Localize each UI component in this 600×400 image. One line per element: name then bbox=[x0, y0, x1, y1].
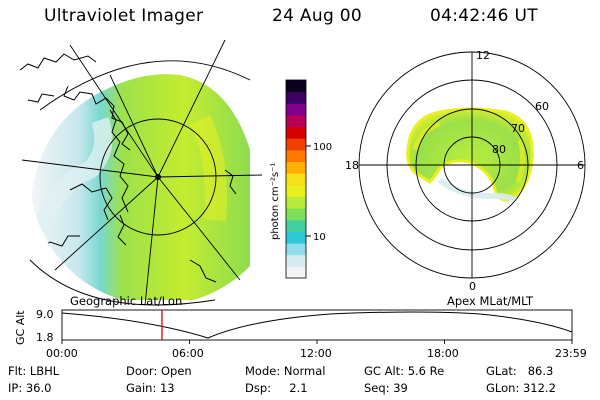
colorbar-unit: photon cm⁻²s⁻¹ bbox=[270, 163, 281, 240]
colorbar-cell bbox=[286, 138, 306, 151]
mlt-label-6: 6 bbox=[577, 159, 584, 172]
colorbar-cell bbox=[286, 184, 306, 197]
instrument-title: Ultraviolet Imager bbox=[44, 6, 204, 26]
apex-grid bbox=[358, 51, 586, 279]
colorbar-cell bbox=[286, 254, 306, 267]
colorbar-cell bbox=[286, 266, 306, 279]
info-glat: GLat: 86.3 bbox=[486, 364, 554, 378]
info-gain: Gain: 13 bbox=[126, 381, 175, 395]
geo-pole-marker bbox=[155, 174, 161, 180]
colorbar-tick-100: 100 bbox=[313, 142, 332, 153]
colorbar-cell bbox=[286, 196, 306, 209]
geo-image-panel bbox=[19, 39, 263, 306]
colorbar-cell bbox=[286, 208, 306, 221]
info-dsp: Dsp: 2.1 bbox=[245, 381, 308, 395]
mlat-label-60: 60 bbox=[535, 100, 549, 113]
colorbar-cell bbox=[286, 91, 306, 104]
time-tick-2359: 23:59 bbox=[555, 347, 587, 360]
observation-date: 24 Aug 00 bbox=[272, 6, 362, 26]
time-tick-1800: 18:00 bbox=[427, 347, 459, 360]
colorbar-cell bbox=[286, 103, 306, 116]
time-tick-0000: 00:00 bbox=[46, 347, 78, 360]
time-tick-0600: 06:00 bbox=[172, 347, 204, 360]
gc-alt-tick-9: 9.0 bbox=[36, 308, 54, 321]
info-glon: GLon: 312.2 bbox=[486, 381, 556, 395]
gc-alt-tick-1.8: 1.8 bbox=[36, 331, 54, 344]
geo-grid bbox=[21, 39, 263, 306]
colorbar-tick-10: 10 bbox=[313, 232, 326, 243]
info-filter: Flt: LBHL bbox=[8, 364, 60, 378]
gc-alt-axis-label: GC Alt bbox=[14, 310, 27, 345]
time-tick-1200: 12:00 bbox=[300, 347, 332, 360]
mlt-label-12: 12 bbox=[476, 49, 490, 62]
colorbar-cell bbox=[286, 219, 306, 232]
mlt-label-0: 0 bbox=[469, 280, 476, 293]
observation-time: 04:42:46 UT bbox=[430, 6, 538, 26]
mlt-label-18: 18 bbox=[345, 159, 359, 172]
colorbar-cell bbox=[286, 243, 306, 256]
colorbar-cell bbox=[286, 231, 306, 244]
info-door: Door: Open bbox=[126, 364, 192, 378]
colorbar-cell bbox=[286, 149, 306, 163]
colorbar-cell bbox=[286, 80, 306, 93]
info-ip: IP: 36.0 bbox=[8, 381, 52, 395]
mlat-label-70: 70 bbox=[511, 122, 525, 135]
colorbar-cell bbox=[286, 173, 306, 186]
gc-altitude-timeline: 9.0 1.8 GC Alt 00:00 06:00 12:00 18:00 2… bbox=[14, 308, 587, 360]
gc-altitude-curve bbox=[61, 311, 573, 339]
info-mode: Mode: Normal bbox=[245, 364, 326, 378]
apex-polar-panel: 12 18 6 0 60 70 80 bbox=[345, 49, 586, 293]
colorbar-cell bbox=[286, 126, 306, 139]
colorbar-cell bbox=[286, 114, 306, 128]
info-seq: Seq: 39 bbox=[364, 381, 408, 395]
info-gc-alt: GC Alt: 5.6 Re bbox=[364, 364, 445, 378]
geo-panel-label: Geographic Lat/Lon bbox=[70, 294, 183, 308]
colorbar-cell bbox=[286, 161, 306, 174]
colorbar: 100 10 photon cm⁻²s⁻¹ bbox=[270, 79, 332, 279]
mlat-label-80: 80 bbox=[492, 143, 506, 156]
apex-panel-label: Apex MLat/MLT bbox=[447, 294, 534, 308]
